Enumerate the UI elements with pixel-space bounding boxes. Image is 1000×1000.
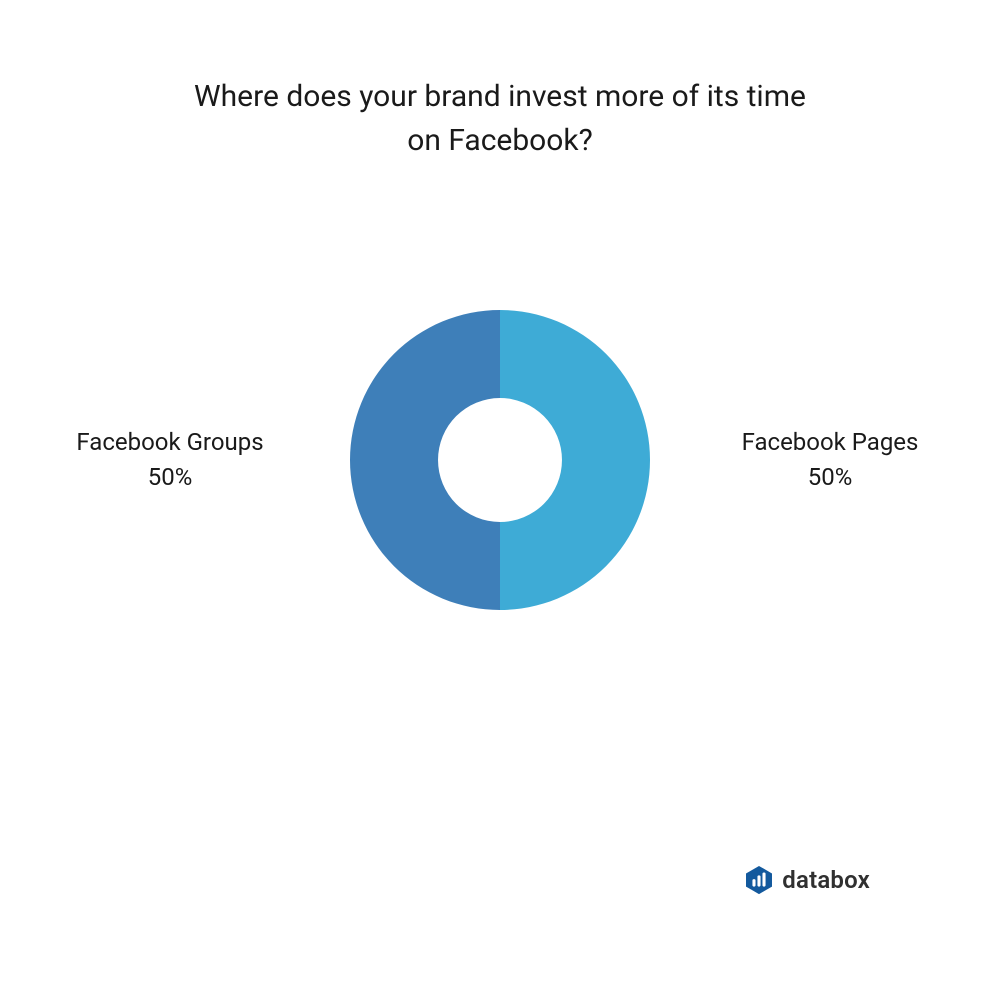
- chart-title-line1: Where does your brand invest more of its…: [194, 79, 806, 114]
- donut-chart-area: Facebook Groups 50% Facebook Pages 50%: [0, 280, 1000, 640]
- donut-slice: [350, 310, 500, 610]
- slice-label-left: Facebook Groups 50%: [40, 425, 300, 495]
- slice-percent-right: 50%: [808, 463, 853, 491]
- slice-name-right: Facebook Pages: [742, 428, 919, 456]
- donut-svg: [350, 310, 650, 610]
- chart-title-line2: on Facebook?: [407, 123, 593, 158]
- brand-logo-block: databox: [744, 865, 870, 895]
- slice-name-left: Facebook Groups: [76, 428, 263, 456]
- donut-chart: [350, 310, 650, 610]
- brand-name: databox: [782, 866, 870, 894]
- slice-label-right: Facebook Pages 50%: [700, 425, 960, 495]
- chart-title: Where does your brand invest more of its…: [0, 75, 1000, 162]
- databox-icon: [744, 865, 774, 895]
- slice-percent-left: 50%: [148, 463, 193, 491]
- donut-slice: [500, 310, 650, 610]
